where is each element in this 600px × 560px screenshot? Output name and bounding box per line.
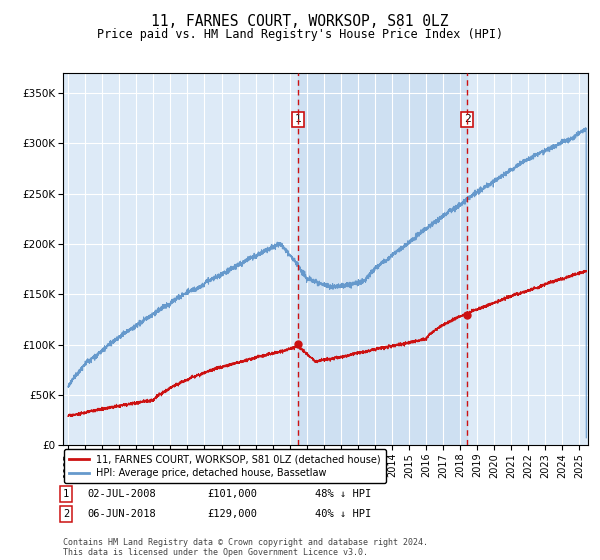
Text: Price paid vs. HM Land Registry's House Price Index (HPI): Price paid vs. HM Land Registry's House … [97,28,503,41]
Text: £129,000: £129,000 [207,509,257,519]
Text: 02-JUL-2008: 02-JUL-2008 [87,489,156,499]
Bar [298,73,467,445]
Text: 2: 2 [464,114,470,124]
Text: 06-JUN-2018: 06-JUN-2018 [87,509,156,519]
Text: 2: 2 [63,509,69,519]
Legend: 11, FARNES COURT, WORKSOP, S81 0LZ (detached house), HPI: Average price, detache: 11, FARNES COURT, WORKSOP, S81 0LZ (deta… [64,449,386,483]
Text: 40% ↓ HPI: 40% ↓ HPI [315,509,371,519]
Text: Contains HM Land Registry data © Crown copyright and database right 2024.
This d: Contains HM Land Registry data © Crown c… [63,538,428,557]
Text: 1: 1 [295,114,302,124]
Text: 11, FARNES COURT, WORKSOP, S81 0LZ: 11, FARNES COURT, WORKSOP, S81 0LZ [151,14,449,29]
Text: 48% ↓ HPI: 48% ↓ HPI [315,489,371,499]
Text: £101,000: £101,000 [207,489,257,499]
Text: 1: 1 [63,489,69,499]
